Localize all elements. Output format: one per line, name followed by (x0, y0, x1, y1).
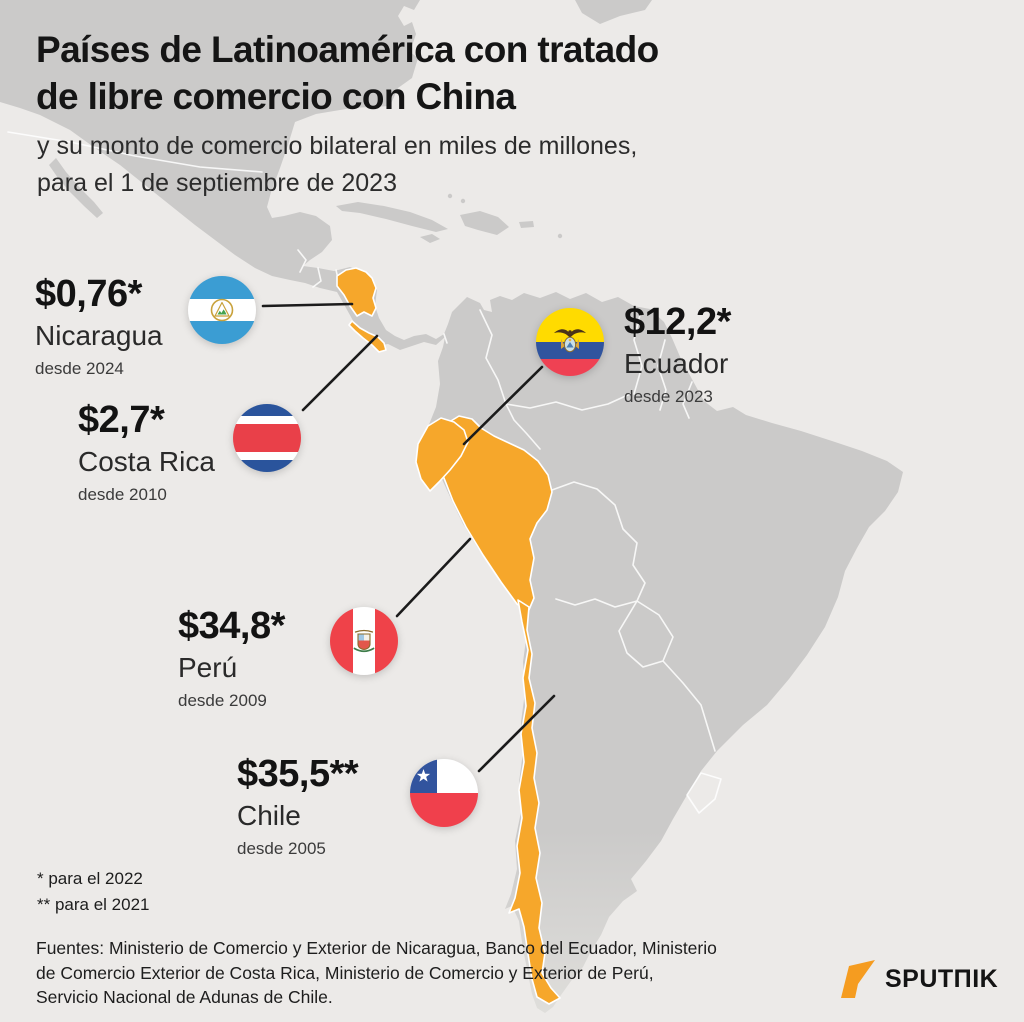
label-peru: $34,8* Perú desde 2009 (178, 604, 285, 712)
page-subtitle: y su monto de comercio bilateral en mile… (37, 128, 637, 202)
footnote-1: * para el 2022 (37, 869, 143, 888)
map-bahamas-islet-2 (460, 198, 466, 204)
map-bahamas-islet (447, 193, 453, 199)
chile-since: desde 2005 (237, 839, 326, 858)
map-nicaragua-region (336, 267, 377, 317)
sources-line-1: Fuentes: Ministerio de Comercio y Exteri… (36, 938, 717, 958)
connector-peru (395, 537, 472, 618)
map-peru-region (433, 415, 553, 613)
chile-trade-value: $35,5** (237, 753, 359, 795)
map-costa-rica-region (348, 320, 387, 353)
sources-line-3: Servicio Nacional de Adunas de Chile. (36, 987, 333, 1007)
costa-rica-flag-icon (233, 404, 301, 472)
peru-trade-value: $34,8* (178, 605, 285, 647)
chile-flag-icon (410, 759, 478, 827)
map-baja-california (49, 158, 103, 218)
connector-costa-rica (301, 334, 379, 412)
map-chile-region (508, 599, 561, 1005)
sources-line-2: de Comercio Exterior de Costa Rica, Mini… (36, 962, 654, 983)
label-chile: $35,5** Chile desde 2005 (237, 752, 359, 860)
ecuador-flag-icon (536, 308, 604, 376)
sputnik-wordmark: SPUTΠIK (885, 964, 999, 993)
sputnik-logo: SPUTΠIK (838, 957, 998, 1001)
map-mainland (0, 0, 903, 1013)
map-cuba-island (336, 202, 448, 232)
ecuador-since: desde 2023 (624, 387, 713, 406)
subtitle-line-2: para el 1 de septiembre de 2023 (37, 169, 397, 197)
chile-country-name: Chile (237, 800, 301, 831)
map-country-borders (7, 131, 722, 814)
connector-ecuador (462, 365, 544, 446)
footnote-2: ** para el 2021 (37, 895, 150, 914)
map-highlighted-countries (336, 267, 561, 1005)
peru-country-name: Perú (178, 652, 238, 683)
costa-rica-since: desde 2010 (78, 485, 167, 504)
nicaragua-country-name: Nicaragua (35, 320, 163, 351)
map-antilles-islet (557, 233, 563, 239)
label-costa-rica: $2,7* Costa Rica desde 2010 (78, 398, 215, 506)
connector-chile (477, 694, 556, 773)
peru-flag-icon (330, 607, 398, 675)
sputnik-arrow-icon (841, 960, 875, 998)
label-nicaragua: $0,76* Nicaragua desde 2024 (35, 272, 163, 380)
ecuador-trade-value: $12,2* (624, 301, 731, 343)
title-line-2: de libre comercio con China (36, 76, 516, 117)
map-hispaniola-island (460, 211, 509, 235)
nicaragua-flag-icon (188, 276, 256, 344)
label-ecuador: $12,2* Ecuador desde 2023 (624, 300, 731, 408)
nicaragua-since: desde 2024 (35, 359, 124, 378)
title-line-1: Países de Latinoamérica con tratado (36, 29, 659, 70)
sources-text: Fuentes: Ministerio de Comercio y Exteri… (36, 936, 717, 1010)
ecuador-country-name: Ecuador (624, 348, 729, 379)
costa-rica-trade-value: $2,7* (78, 399, 165, 441)
map-ecuador-region (415, 417, 469, 492)
map-north-landmass (575, 0, 652, 24)
connector-nicaragua (261, 302, 354, 308)
footnotes: * para el 2022 ** para el 2021 (37, 866, 149, 918)
page-title: Países de Latinoamérica con tratado de l… (36, 26, 659, 120)
costa-rica-country-name: Costa Rica (78, 446, 215, 477)
subtitle-line-1: y su monto de comercio bilateral en mile… (37, 132, 638, 160)
nicaragua-trade-value: $0,76* (35, 273, 142, 315)
connector-lines (261, 302, 556, 773)
map-jamaica-island (420, 234, 440, 243)
map-puerto-rico-island (519, 221, 534, 228)
peru-since: desde 2009 (178, 691, 267, 710)
